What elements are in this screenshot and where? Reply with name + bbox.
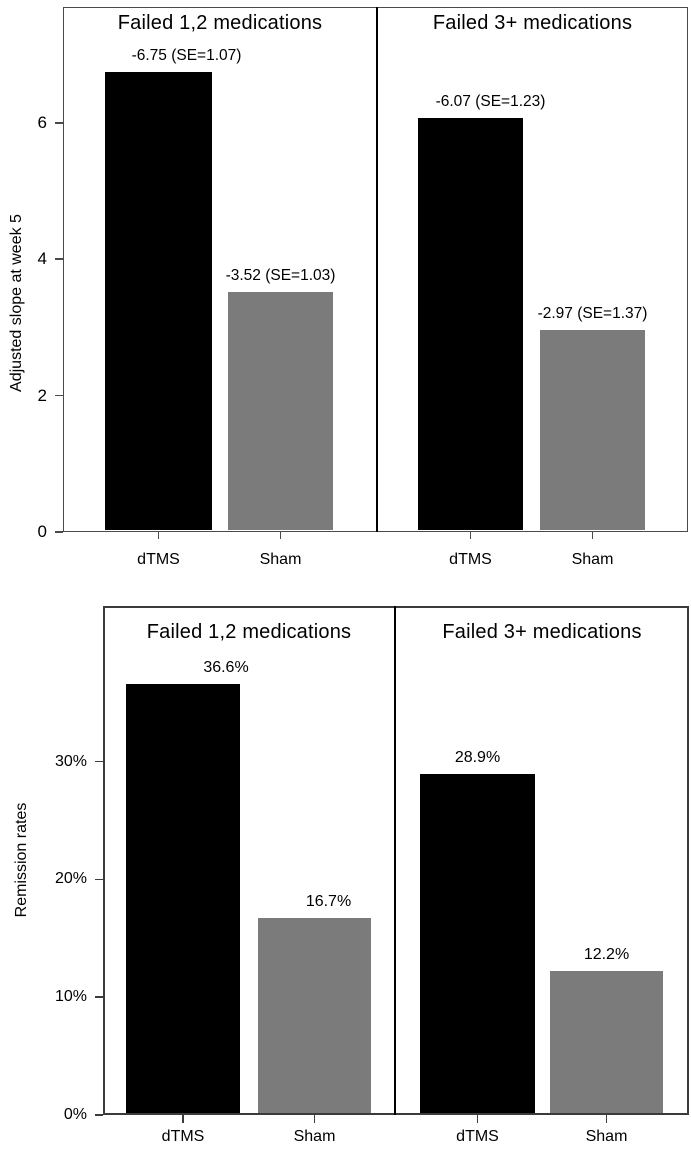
remission-chart-panel-divider — [393, 606, 397, 1115]
bar-value-label: 28.9% — [454, 749, 501, 767]
x-category-label: dTMS — [456, 1128, 499, 1145]
slope-chart-frame — [63, 7, 688, 532]
x-tick — [476, 1115, 479, 1123]
y-tick-label: 4 — [37, 249, 47, 269]
bar-value-label: -6.07 (SE=1.23) — [435, 93, 546, 111]
slope-chart-panel-title: Failed 1,2 medications — [117, 12, 323, 34]
x-tick — [279, 532, 282, 539]
bar-value-label: -3.52 (SE=1.03) — [225, 267, 336, 284]
bar-dtms — [418, 118, 523, 531]
bar-sham — [258, 918, 371, 1113]
bar-dtms — [105, 71, 212, 531]
y-tick-label: 0 — [37, 522, 47, 541]
x-category-label: dTMS — [137, 551, 180, 568]
y-tick-label: 6 — [37, 112, 47, 132]
bar-dtms — [126, 683, 240, 1113]
bar-value-label: 16.7% — [305, 893, 352, 911]
remission-chart-panel-title: Failed 1,2 medications — [146, 621, 352, 643]
x-tick — [157, 532, 160, 539]
x-category-label: Sham — [585, 1128, 628, 1145]
bar-value-label: 36.6% — [203, 658, 249, 676]
y-tick — [55, 258, 63, 261]
bar-value-label: -2.97 (SE=1.37) — [537, 304, 648, 322]
bar-sham — [228, 292, 333, 531]
y-axis-title-adjusted-slope: Adjusted slope at week 5 — [8, 214, 25, 392]
x-category-label: dTMS — [449, 551, 492, 568]
y-axis-title-remission-rates: Remission rates — [13, 802, 30, 918]
y-tick-label: 30% — [54, 752, 87, 770]
x-tick — [313, 1115, 316, 1123]
bar-sham — [550, 971, 663, 1113]
x-category-label: Sham — [293, 1128, 336, 1145]
y-tick — [95, 878, 103, 881]
y-tick-label: 2 — [37, 385, 47, 405]
slope-chart-panel-divider — [375, 7, 379, 532]
bar-sham — [540, 329, 645, 531]
x-tick — [591, 532, 594, 539]
y-tick — [95, 1114, 103, 1116]
y-tick — [55, 394, 63, 397]
y-tick-label: 20% — [54, 870, 87, 888]
y-tick — [95, 996, 103, 998]
x-tick — [469, 532, 472, 539]
x-tick — [182, 1115, 184, 1123]
y-tick-label: 10% — [54, 988, 87, 1006]
x-category-label: Sham — [259, 551, 302, 568]
remission-chart-panel-title: Failed 3+ medications — [442, 621, 642, 643]
x-tick — [605, 1115, 608, 1123]
slope-chart-panel-title: Failed 3+ medications — [432, 12, 633, 34]
bar-dtms — [420, 774, 535, 1113]
x-category-label: Sham — [571, 551, 614, 568]
y-tick — [55, 122, 63, 124]
bar-value-label: 12.2% — [583, 946, 630, 964]
x-category-label: dTMS — [161, 1128, 205, 1145]
y-tick — [55, 531, 63, 533]
y-tick — [95, 760, 103, 763]
y-tick-label: 0% — [63, 1106, 87, 1123]
bar-value-label: -6.75 (SE=1.07) — [131, 46, 242, 64]
